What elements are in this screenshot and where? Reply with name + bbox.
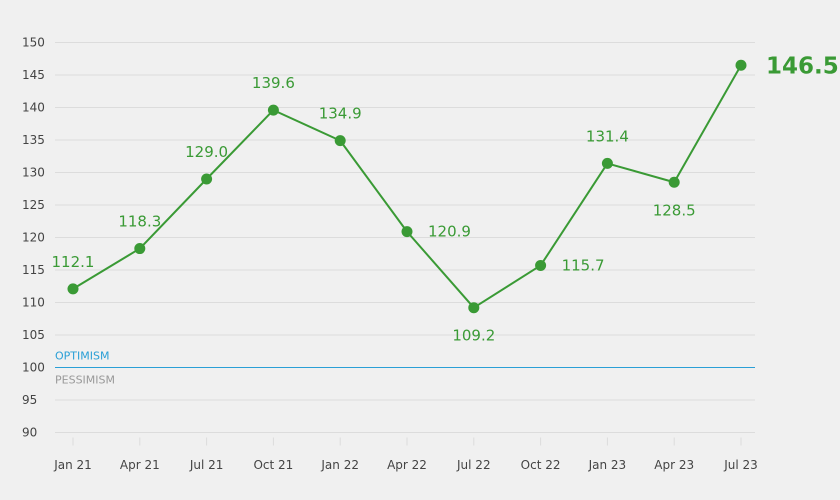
x-tick-label: Jan 23 xyxy=(588,458,627,472)
data-point xyxy=(668,176,680,188)
data-label: 128.5 xyxy=(653,201,696,219)
data-point xyxy=(601,157,613,169)
data-label-latest: 146.5 xyxy=(766,53,839,79)
y-tick-label: 110 xyxy=(22,296,45,310)
gridlines xyxy=(55,42,755,433)
data-point xyxy=(134,243,146,255)
data-point xyxy=(334,135,346,147)
y-tick-label: 90 xyxy=(22,426,37,440)
data-label: 134.9 xyxy=(319,105,362,123)
y-tick-label: 125 xyxy=(22,198,45,212)
data-point xyxy=(468,302,480,314)
x-tick-label: Oct 22 xyxy=(521,458,561,472)
data-point xyxy=(735,59,747,71)
x-tick-label: Jan 22 xyxy=(320,458,359,472)
y-tick-label: 135 xyxy=(22,133,45,147)
x-tick-label: Oct 21 xyxy=(253,458,293,472)
y-tick-label: 145 xyxy=(22,68,45,82)
y-tick-label: 140 xyxy=(22,101,45,115)
x-tick-label: Jan 21 xyxy=(53,458,92,472)
data-point xyxy=(401,226,413,238)
data-label: 131.4 xyxy=(586,127,629,145)
data-label: 115.7 xyxy=(562,256,605,274)
x-tick-label: Apr 21 xyxy=(120,458,160,472)
data-label: 118.3 xyxy=(118,213,161,231)
y-tick-label: 120 xyxy=(22,231,45,245)
data-point xyxy=(535,259,547,271)
y-tick-label: 95 xyxy=(22,393,37,407)
x-tick-label: Jul 22 xyxy=(456,458,491,472)
y-tick-label: 105 xyxy=(22,328,45,342)
data-point xyxy=(201,173,213,185)
x-tick-label: Apr 23 xyxy=(654,458,694,472)
data-point xyxy=(267,104,279,116)
y-tick-label: 100 xyxy=(22,361,45,375)
optimism-label: OPTIMISM xyxy=(55,350,109,363)
x-tick-label: Jul 23 xyxy=(723,458,758,472)
y-tick-label: 130 xyxy=(22,166,45,180)
data-label: 129.0 xyxy=(185,143,228,161)
data-points xyxy=(67,59,747,314)
x-axis-ticks: Jan 21 Apr 21 Jul 21 Oct 21 Jan 22 Apr 22 Jul … xyxy=(53,437,758,472)
pessimism-label: PESSIMISM xyxy=(55,374,115,387)
data-labels: 112.1 118.3 129.0 139.6 134.9 120.9 109.2 115.7… xyxy=(52,53,839,344)
data-label: 139.6 xyxy=(252,74,295,92)
y-axis-ticks: 90 95 100 105 110 115 120 125 130 135 140 145 150 xyxy=(22,36,45,440)
reference-line-group: OPTIMISM PESSIMISM xyxy=(55,350,755,387)
y-tick-label: 150 xyxy=(22,36,45,50)
data-point xyxy=(67,283,79,295)
data-label: 120.9 xyxy=(428,223,471,241)
x-tick-label: Jul 21 xyxy=(189,458,224,472)
data-label: 112.1 xyxy=(52,253,95,271)
data-label: 109.2 xyxy=(452,327,495,345)
y-tick-label: 115 xyxy=(22,263,45,277)
x-tick-label: Apr 22 xyxy=(387,458,427,472)
